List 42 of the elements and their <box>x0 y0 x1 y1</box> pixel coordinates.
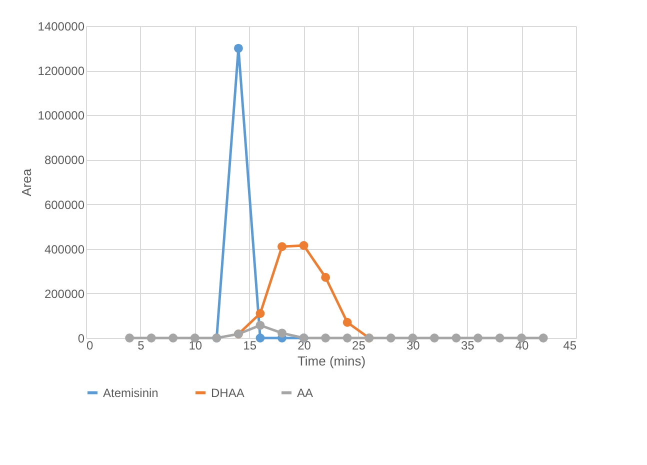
point <box>386 334 396 342</box>
x-tick-label: 5 <box>138 338 145 352</box>
point <box>538 334 548 342</box>
x-tick-label: 35 <box>460 338 475 352</box>
y-tick-label: 1200000 <box>38 64 85 78</box>
point <box>146 334 156 342</box>
point <box>474 334 482 342</box>
y-tick-label: 1400000 <box>38 20 85 34</box>
point <box>342 318 352 327</box>
x-tick-label: 20 <box>298 338 312 352</box>
x-tick-label: 0 <box>86 338 94 352</box>
legend-label: DHAA <box>211 386 244 400</box>
legend-label: AA <box>297 386 314 400</box>
point <box>234 44 243 53</box>
point <box>299 241 308 250</box>
point <box>168 334 178 342</box>
x-tick-label: 25 <box>352 338 366 352</box>
point <box>321 334 330 342</box>
x-axis-title: Time (mins) <box>297 354 366 368</box>
point <box>125 334 134 342</box>
point <box>452 334 461 342</box>
point <box>321 272 330 282</box>
legend-label: Atemisinin <box>103 386 158 400</box>
point <box>278 328 286 338</box>
y-tick-label: 200000 <box>44 286 85 301</box>
point <box>495 334 504 342</box>
y-tick-label: 800000 <box>44 153 85 168</box>
x-tick-label: 40 <box>515 338 530 352</box>
y-axis-title: Area <box>18 168 34 196</box>
x-tick-label: 15 <box>243 338 257 352</box>
y-tick-label: 400000 <box>44 242 85 256</box>
y-tick-label: 1000000 <box>38 108 85 123</box>
point <box>430 334 439 342</box>
point <box>256 334 265 342</box>
point <box>256 309 265 318</box>
x-tick-label: 45 <box>563 338 577 352</box>
y-tick-label: 600000 <box>44 198 85 212</box>
point <box>342 334 352 342</box>
x-tick-label: 10 <box>188 338 202 352</box>
point <box>278 242 286 252</box>
x-tick-label: 30 <box>406 338 420 352</box>
point <box>256 320 265 330</box>
